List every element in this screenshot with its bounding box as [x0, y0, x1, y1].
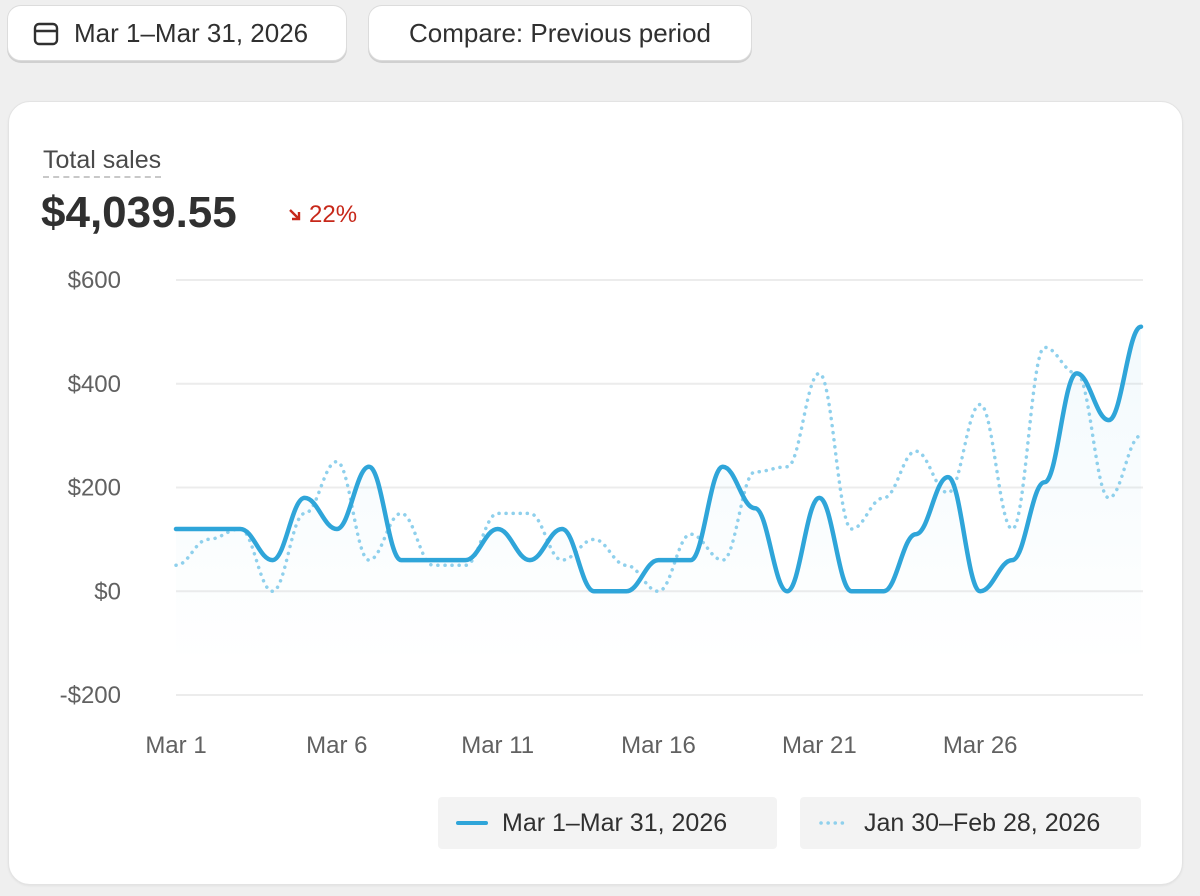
legend-label-current: Mar 1–Mar 31, 2026 — [502, 808, 728, 837]
sales-line-chart: $600 $400 $200 $0 -$200 Mar 1 Mar 6 Mar 11 Mar … — [60, 267, 1144, 759]
series-area-current — [176, 326, 1141, 665]
x-tick-label: Mar 26 — [943, 732, 1018, 759]
date-range-label: Mar 1–Mar 31, 2026 — [74, 17, 309, 48]
date-range-button[interactable]: Mar 1–Mar 31, 2026 — [7, 5, 347, 61]
total-sales-card: Total sales $4,039.55 22% $600 $400 $200 $0… — [8, 101, 1183, 885]
y-tick-label: $400 — [68, 371, 121, 398]
metric-title[interactable]: Total sales — [43, 146, 162, 178]
solid-line-icon — [456, 821, 488, 825]
x-tick-label: Mar 1 — [145, 732, 206, 759]
metric-change-badge: 22% — [287, 201, 357, 229]
calendar-icon — [33, 22, 59, 46]
x-tick-label: Mar 6 — [306, 732, 367, 759]
dotted-line-icon — [819, 821, 850, 825]
legend-item-previous-period[interactable]: Jan 30–Feb 28, 2026 — [800, 797, 1141, 849]
y-tick-label: $200 — [68, 475, 121, 502]
y-tick-label: -$200 — [60, 682, 121, 709]
compare-label: Compare: Previous period — [408, 17, 712, 48]
arrow-down-right-icon — [289, 209, 301, 221]
x-tick-label: Mar 11 — [461, 732, 534, 759]
compare-button[interactable]: Compare: Previous period — [368, 5, 752, 61]
legend-item-current-period[interactable]: Mar 1–Mar 31, 2026 — [438, 797, 777, 849]
x-tick-label: Mar 21 — [782, 732, 857, 759]
metric-value: $4,039.55 — [41, 188, 237, 237]
metric-change-value: 22% — [309, 201, 358, 228]
legend-label-previous: Jan 30–Feb 28, 2026 — [864, 808, 1101, 837]
y-tick-label: $0 — [94, 578, 121, 605]
x-tick-label: Mar 16 — [621, 732, 696, 759]
series-line-current[interactable] — [173, 324, 1144, 594]
y-tick-label: $600 — [68, 267, 121, 294]
